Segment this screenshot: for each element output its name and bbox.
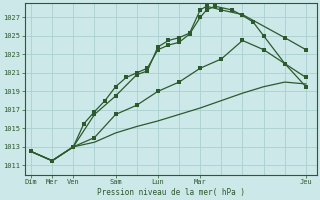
X-axis label: Pression niveau de la mer( hPa ): Pression niveau de la mer( hPa ) xyxy=(97,188,244,197)
